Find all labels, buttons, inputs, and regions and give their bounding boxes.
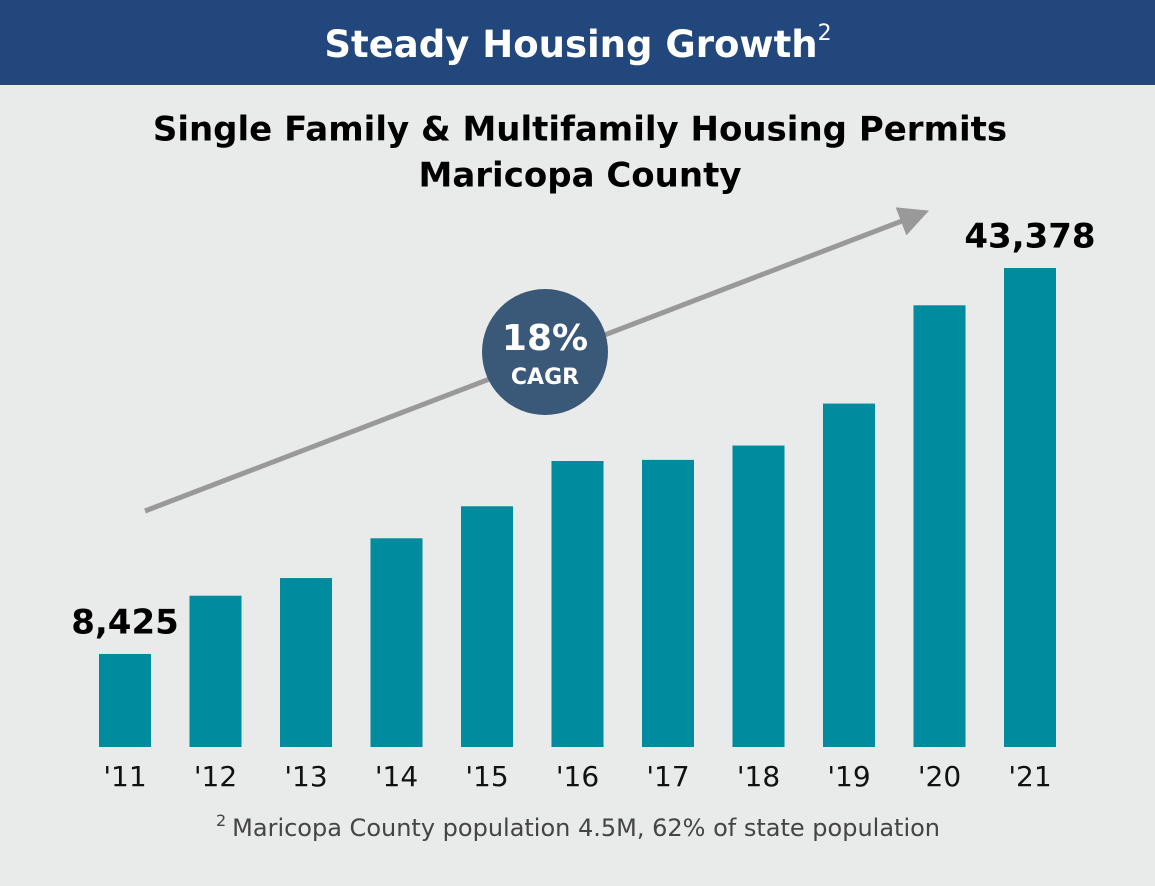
bar: [461, 506, 513, 747]
x-tick-label: '11: [103, 760, 146, 793]
bar: [189, 595, 242, 747]
cagr-label: CAGR: [511, 365, 579, 390]
x-tick-label: '20: [918, 760, 961, 793]
cagr-value: 18%: [502, 318, 588, 359]
header-title-text: Steady Housing Growth: [324, 23, 817, 66]
x-tick-label: '16: [556, 760, 599, 793]
chart-subtitle: Maricopa County: [419, 156, 742, 196]
x-tick-label: '18: [737, 760, 780, 793]
bar: [732, 445, 785, 747]
bar: [642, 459, 694, 747]
x-tick-label: '13: [284, 760, 327, 793]
x-tick-label: '21: [1008, 760, 1051, 793]
bar: [280, 578, 332, 747]
chart-title: Single Family & Multifamily Housing Perm…: [153, 110, 1007, 150]
bar: [99, 653, 151, 747]
value-label: 43,378: [964, 217, 1095, 257]
footnote-text: Maricopa County population 4.5M, 62% of …: [232, 814, 940, 842]
header-title: Steady Housing Growth2: [324, 21, 831, 66]
x-tick-label: '17: [646, 760, 689, 793]
bar: [551, 461, 604, 747]
header-footnote-ref: 2: [818, 21, 832, 46]
footnote-marker: 2: [216, 811, 226, 830]
bar: [913, 305, 966, 747]
x-tick-label: '14: [375, 760, 418, 793]
header-bar: [0, 0, 1155, 85]
x-tick-label: '15: [465, 760, 508, 793]
footnote: 2 Maricopa County population 4.5M, 62% of…: [216, 811, 940, 843]
bar: [823, 403, 875, 747]
x-tick-label: '19: [827, 760, 870, 793]
value-label: 8,425: [71, 602, 179, 642]
x-tick-label: '12: [194, 760, 237, 793]
bar: [1004, 268, 1056, 747]
bar: [370, 538, 423, 747]
cagr-badge: [482, 289, 608, 415]
